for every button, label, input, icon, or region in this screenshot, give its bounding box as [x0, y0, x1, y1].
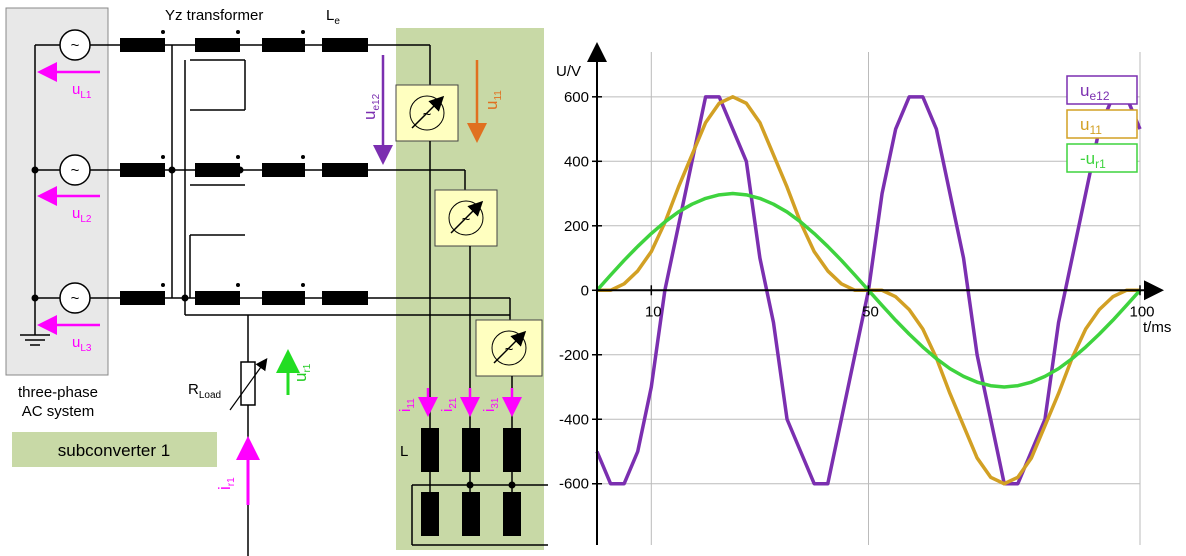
label-main: u: [72, 81, 80, 98]
load-current-label: ir1: [215, 477, 237, 490]
y-axis-label: U/V: [556, 63, 581, 80]
label-main: u: [72, 334, 80, 351]
y-tick-label: 0: [581, 282, 589, 299]
label-sub: L3: [80, 343, 92, 354]
svg-text:~: ~: [423, 106, 432, 123]
legend-box: [1067, 110, 1137, 138]
svg-text:~: ~: [505, 341, 514, 358]
svg-text:~: ~: [71, 37, 80, 54]
svg-text:~: ~: [71, 162, 80, 179]
x-axis-label: t/ms: [1143, 319, 1171, 336]
label-main: L: [326, 7, 334, 24]
subconverter-label: subconverter 1: [58, 441, 170, 460]
svg-text:~: ~: [462, 211, 471, 228]
y-tick-label: 200: [564, 218, 589, 235]
legend-sub: r1: [1095, 157, 1106, 171]
y-tick-label: -600: [559, 476, 589, 493]
load-resistor: [241, 362, 255, 405]
x-tick-label: 50: [862, 303, 879, 320]
label-main: u: [72, 205, 80, 222]
figure: ~ ~ ~ ~ ~ ~: [0, 0, 1186, 556]
label-sub: 31: [490, 397, 501, 409]
ac-system-box: [6, 8, 108, 375]
label-sub: 11: [406, 398, 417, 409]
label-sub: 21: [448, 397, 459, 409]
system-label: AC system: [22, 403, 95, 420]
label-sub: e12: [371, 93, 382, 110]
label-sub: L2: [80, 214, 92, 225]
inductors: [120, 30, 368, 305]
inductor-label: Le: [326, 7, 340, 27]
y-tick-label: -200: [559, 347, 589, 364]
label-main: u: [291, 373, 310, 382]
legend-name: u: [1080, 81, 1089, 100]
y-tick-label: 600: [564, 89, 589, 106]
label-sub: r1: [302, 363, 313, 372]
legend-name: u: [1080, 115, 1089, 134]
label-sub: Load: [199, 390, 221, 401]
transformer-label: Yz transformer: [165, 7, 263, 24]
svg-text:~: ~: [71, 290, 80, 307]
legend-sub: e12: [1089, 89, 1109, 103]
system-label: three-phase: [18, 384, 98, 401]
y-tick-label: 400: [564, 153, 589, 170]
label-main: u: [360, 111, 379, 120]
chart: U/V t/ms -600 -400 -200 0 200 400 600 10 50 100 ue…: [556, 46, 1171, 545]
coil-label: L: [400, 443, 408, 460]
module-voltage-label: ue12: [360, 93, 382, 120]
legend-name: -u: [1080, 149, 1095, 168]
label-sub: e: [334, 16, 340, 27]
y-tick-label: -400: [559, 411, 589, 428]
x-tick-label: 10: [645, 303, 662, 320]
label-sub: r1: [226, 477, 237, 486]
load-voltage-label: ur1: [291, 363, 313, 382]
load-label: RLoad: [188, 381, 221, 401]
legend-sub: 11: [1089, 123, 1102, 137]
label-sub: 11: [493, 90, 504, 101]
label-sub: L1: [80, 90, 92, 101]
label-main: R: [188, 381, 199, 398]
x-tick-label: 100: [1129, 303, 1154, 320]
label-main: u: [482, 101, 501, 110]
